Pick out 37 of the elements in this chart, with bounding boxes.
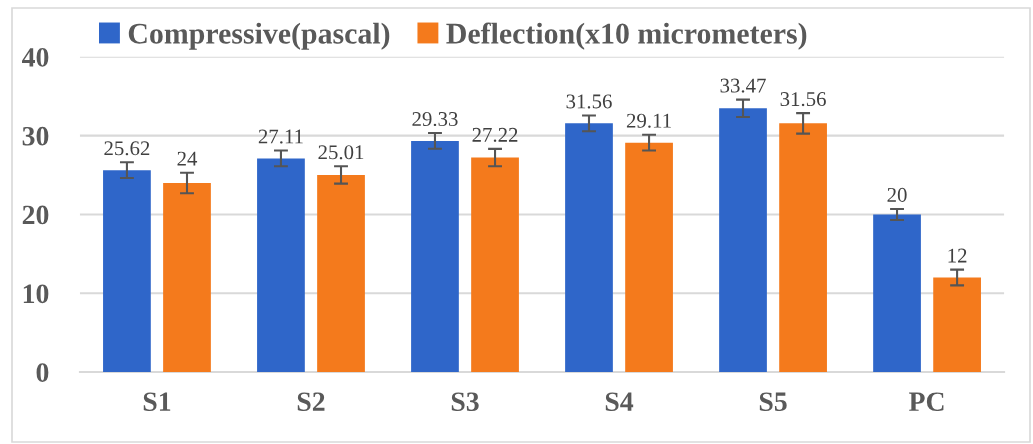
data-label: 12 [948, 248, 967, 263]
data-label: 29.33 [412, 112, 458, 127]
bar [933, 277, 981, 373]
bar [719, 108, 767, 373]
x-tick-label: S2 [297, 392, 325, 412]
data-label: 33.47 [720, 78, 766, 93]
bar [779, 123, 827, 373]
x-tick-label: S5 [759, 392, 787, 412]
y-tick-label: 20 [22, 205, 49, 225]
bar [103, 170, 151, 373]
bar [317, 174, 365, 373]
data-label: 29.11 [626, 113, 671, 128]
data-label: 31.56 [566, 94, 612, 109]
data-label: 24 [177, 151, 198, 166]
data-label: 27.11 [258, 129, 303, 144]
bar [257, 158, 305, 373]
bar [163, 182, 211, 373]
legend-label: Compressive(pascal) [128, 22, 390, 50]
y-tick-label: 40 [22, 48, 49, 67]
legend-label: Deflection(x10 micrometers) [446, 22, 807, 50]
y-tick-label: 10 [23, 284, 49, 304]
bar [411, 140, 459, 373]
bar [565, 123, 613, 373]
data-label: 27.22 [472, 127, 518, 142]
x-tick-label: S3 [451, 392, 479, 412]
data-label: 31.56 [780, 92, 826, 107]
bar [873, 214, 921, 373]
y-tick-label: 30 [22, 126, 49, 146]
x-tick-label: PC [909, 392, 944, 412]
bar [625, 142, 673, 373]
y-tick-label: 0 [36, 363, 49, 382]
x-tick-label: S4 [605, 392, 634, 412]
data-label: 25.01 [318, 145, 364, 160]
data-label: 20 [887, 187, 907, 202]
data-label: 25.62 [104, 141, 150, 156]
x-tick-label: S1 [143, 392, 171, 412]
bar [471, 157, 519, 373]
